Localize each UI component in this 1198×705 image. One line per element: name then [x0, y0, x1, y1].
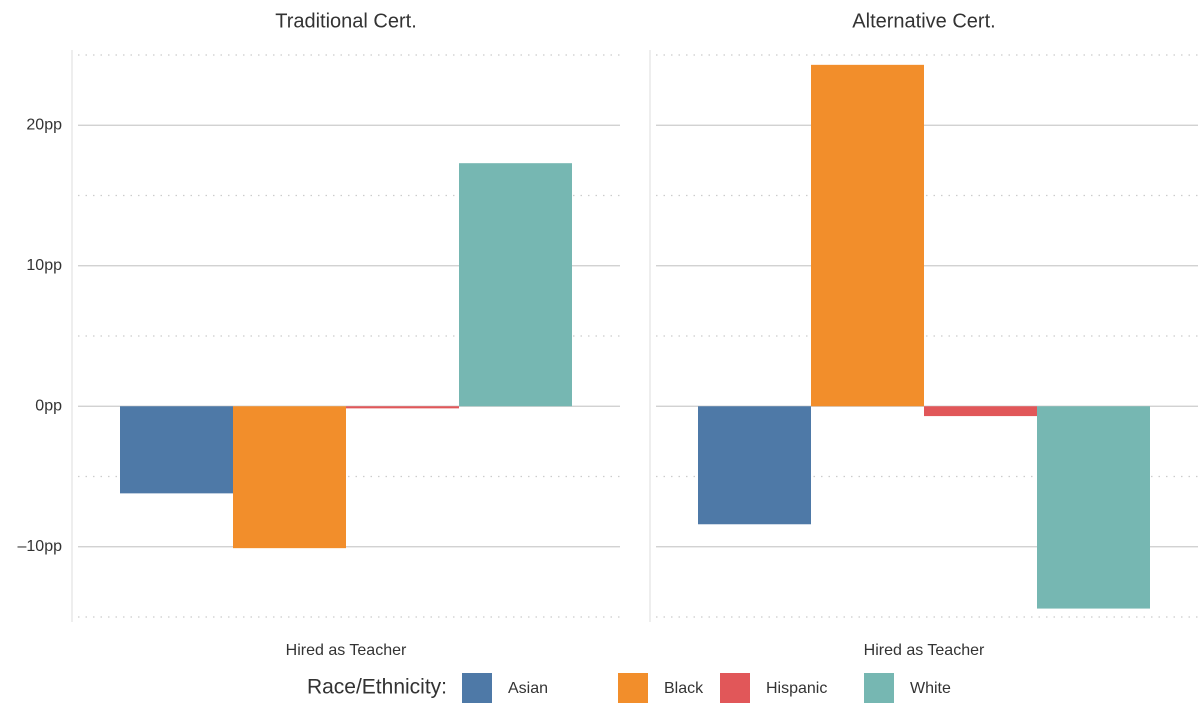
bar [924, 406, 1037, 417]
bar [698, 406, 811, 525]
facet-title: Traditional Cert. [275, 10, 417, 32]
legend-label: Black [664, 680, 704, 697]
x-tick-label: Hired as Teacher [286, 642, 407, 659]
legend-key [720, 673, 750, 703]
x-tick-label: Hired as Teacher [864, 642, 985, 659]
legend-key [462, 673, 492, 703]
legend-title: Race/Ethnicity: [307, 676, 447, 699]
legend-key [864, 673, 894, 703]
facet-title: Alternative Cert. [852, 10, 995, 32]
bar [459, 163, 572, 407]
y-tick-label: 10pp [26, 257, 62, 274]
bar [811, 64, 924, 407]
bar [346, 406, 459, 409]
legend-label: Asian [508, 680, 548, 697]
legend-label: White [910, 680, 951, 697]
y-tick-label: –10pp [18, 538, 63, 555]
legend-key [618, 673, 648, 703]
bar [120, 406, 233, 494]
legend-label: Hispanic [766, 680, 827, 697]
bar [1037, 406, 1150, 609]
bar [233, 406, 346, 549]
y-tick-label: 0pp [35, 397, 62, 414]
y-tick-label: 20pp [26, 116, 62, 133]
